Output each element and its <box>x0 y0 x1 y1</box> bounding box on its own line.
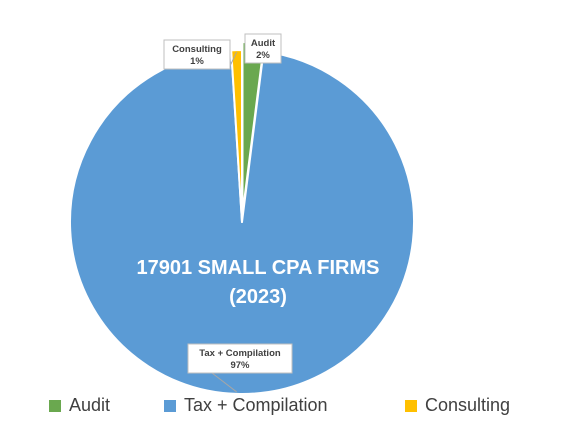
legend-item-consulting: Consulting <box>405 395 510 415</box>
legend-swatch <box>405 400 417 412</box>
chart-title: 17901 SMALL CPA FIRMS (2023) <box>136 257 379 308</box>
data-label-box <box>163 39 231 70</box>
data-label-name: Consulting <box>172 44 222 55</box>
data-label-box <box>244 33 282 64</box>
data-label-box <box>187 343 293 374</box>
legend-item-tax-compilation: Tax + Compilation <box>164 395 328 415</box>
leader-line-consulting <box>229 51 238 67</box>
data-label-value: 2% <box>256 50 270 61</box>
data-label-name: Audit <box>251 38 276 49</box>
data-label-value: 97% <box>230 360 250 371</box>
data-label-name: Tax + Compilation <box>199 348 281 359</box>
pie-slices <box>69 41 415 395</box>
legend-label: Consulting <box>425 395 510 415</box>
legend-label: Tax + Compilation <box>184 395 328 415</box>
chart-title-line: 17901 SMALL CPA FIRMS <box>136 257 379 279</box>
legend-swatch <box>164 400 176 412</box>
chart-title-line: (2023) <box>229 286 287 308</box>
legend-swatch <box>49 400 61 412</box>
pie-slice-consulting <box>230 49 243 223</box>
legend-label: Audit <box>69 395 110 415</box>
data-label-value: 1% <box>190 56 204 67</box>
leader-line-tax-compilation <box>211 372 237 393</box>
chart-legend: Audit Tax + Compilation Consulting <box>49 395 510 415</box>
legend-item-audit: Audit <box>49 395 110 415</box>
